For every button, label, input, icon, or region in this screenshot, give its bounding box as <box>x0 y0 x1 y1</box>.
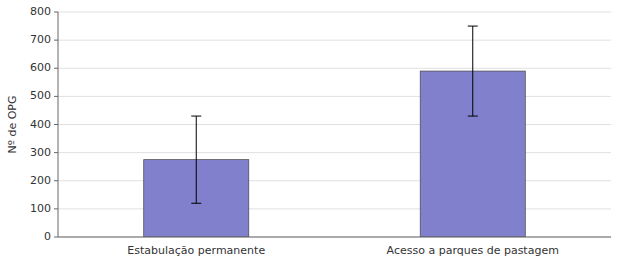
tick-label: 700 <box>30 33 51 46</box>
tick-label: 0 <box>44 230 51 243</box>
tick-label: 200 <box>30 174 51 187</box>
chart: 0 100 200 300 400 500 600 700 800 Estabulação per… <box>0 0 625 267</box>
grid <box>58 12 611 237</box>
bars <box>144 71 526 237</box>
tick-label: 300 <box>30 146 51 159</box>
tick-mark <box>54 124 58 125</box>
grid-line <box>58 208 611 209</box>
grid-line <box>58 68 611 69</box>
tick-label: 500 <box>30 89 51 102</box>
tick-label: 400 <box>30 118 51 131</box>
y-axis: 0 100 200 300 400 500 600 700 800 <box>30 5 58 243</box>
x-axis: Estabulação permanente Acesso a parques d… <box>127 244 559 257</box>
grid-line <box>58 12 611 13</box>
chart-container: 0 100 200 300 400 500 600 700 800 Estabulação per… <box>0 0 625 267</box>
y-axis-label: Nº de OPG <box>6 96 19 154</box>
error-bars <box>191 26 478 203</box>
grid-line <box>58 237 611 238</box>
category-label: Estabulação permanente <box>127 244 265 257</box>
tick-mark <box>54 40 58 41</box>
tick-mark <box>54 12 58 13</box>
grid-line <box>58 124 611 125</box>
error-bar <box>468 26 478 116</box>
error-bar <box>191 116 201 203</box>
category-label: Acesso a parques de pastagem <box>387 244 559 257</box>
tick-mark <box>54 96 58 97</box>
grid-line <box>58 152 611 153</box>
tick-label: 600 <box>30 61 51 74</box>
tick-mark <box>54 237 58 238</box>
tick-label: 800 <box>30 5 51 18</box>
grid-line <box>58 180 611 181</box>
tick-mark <box>54 180 58 181</box>
grid-line <box>58 40 611 41</box>
y-axis-line <box>58 12 59 237</box>
grid-line <box>58 96 611 97</box>
tick-mark <box>54 152 58 153</box>
tick-label: 100 <box>30 202 51 215</box>
x-axis-line <box>58 237 611 238</box>
tick-mark <box>54 68 58 69</box>
tick-mark <box>54 208 58 209</box>
